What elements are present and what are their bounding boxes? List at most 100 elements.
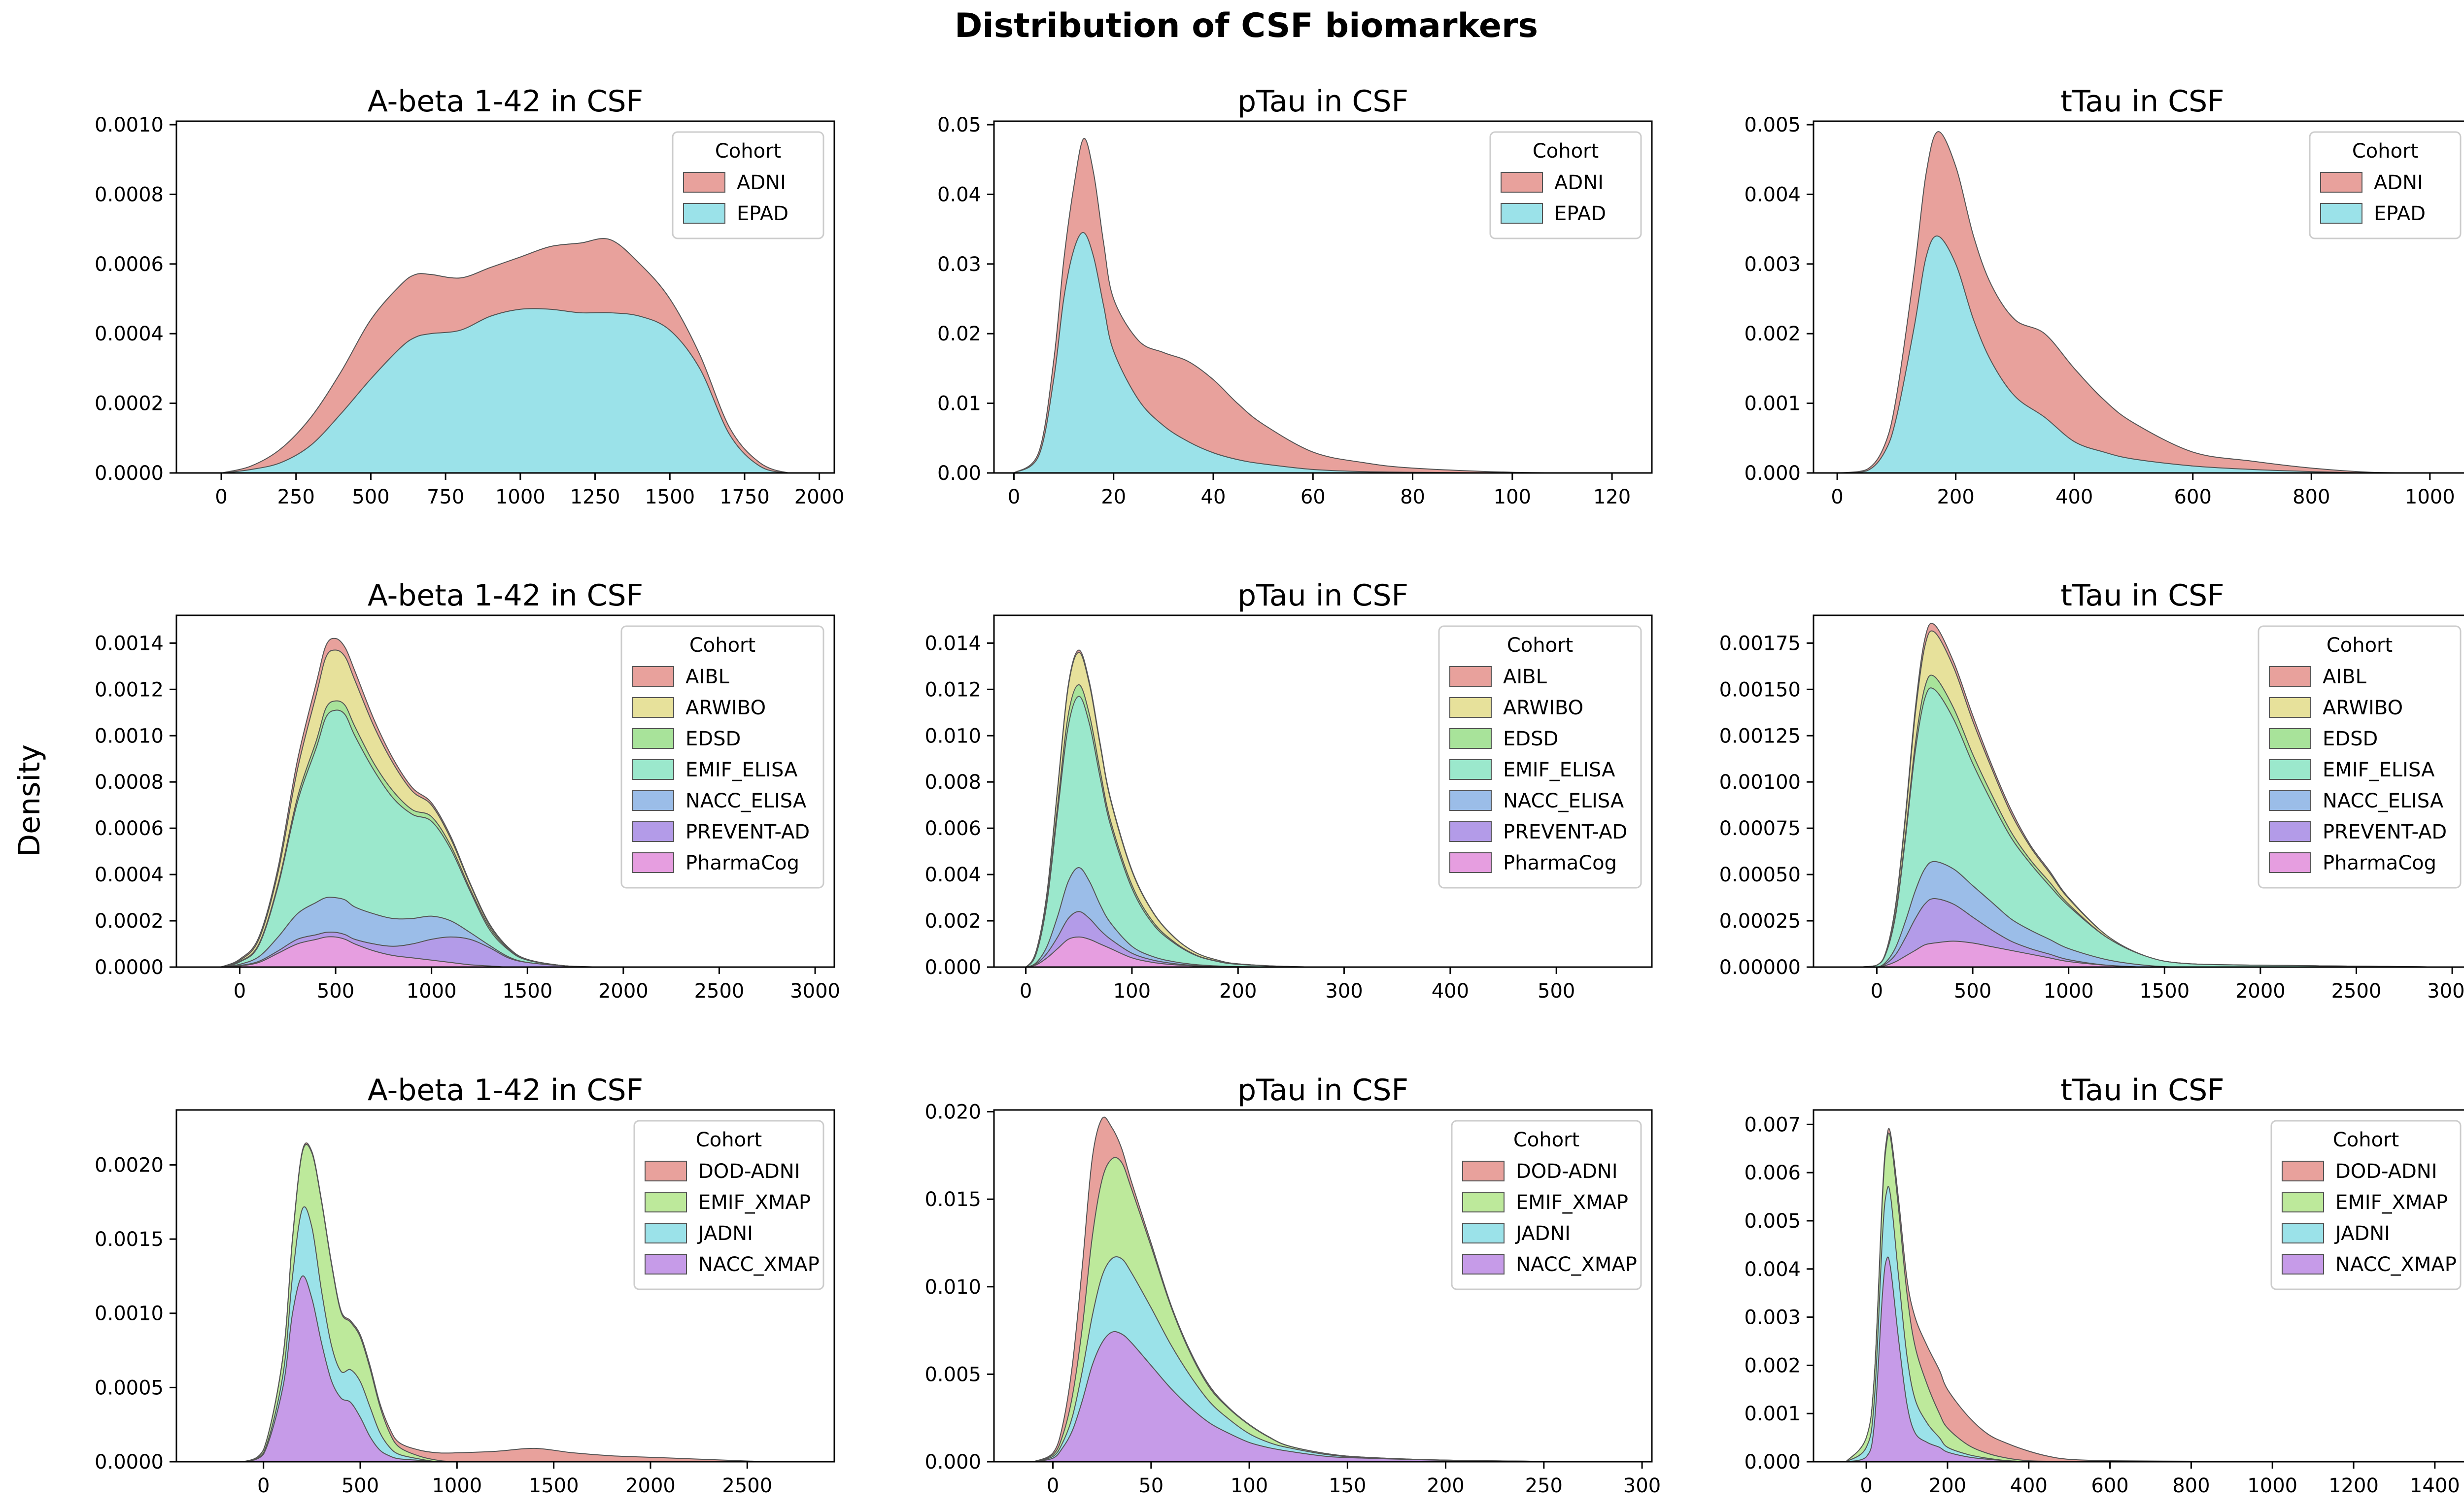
chart-panel-4: A-beta 1-42 in CSF 0 500 1000 1500 2000 2500 30… [95,578,840,1003]
x-tick-label: 1400 [2410,1475,2460,1497]
y-tick-label: 0.05 [937,114,981,136]
legend-swatch [2269,666,2311,687]
legend-item-label: EMIF_ELISA [1503,759,1615,781]
legend-item-label: JADNI [1514,1222,1571,1245]
y-tick-label: 0.015 [924,1188,981,1211]
legend: Cohort AIBL ARWIBO EDSD EMIF_ELISA NACC_ELISA… [2258,625,2462,889]
area-layers [1013,138,1612,473]
x-tick-label: 200 [1929,1475,1966,1497]
legend-item-label: PREVENT-AD [685,821,810,843]
y-tick-label: 0.012 [924,678,981,701]
area-nacc-xmap [244,1275,767,1462]
y-tick-label: 0.0004 [95,323,164,345]
legend-swatch [2269,821,2311,842]
chart-panel-3: tTau in CSF 0 200 400 600 800 1000 0.000 0.001 0.… [1744,84,2464,508]
area-epad [1013,232,1612,473]
x-tick-label: 750 [427,486,464,508]
area-layers [1837,131,2430,473]
y-tick-label: 0.0008 [95,771,164,794]
legend-swatch [632,759,674,780]
legend-swatch [1449,852,1492,873]
y-tick-label: 0.00000 [1719,956,1801,979]
legend-swatch [632,697,674,718]
legend-item-label: EPAD [737,202,788,225]
legend: Cohort ADNI EPAD [672,131,824,239]
legend-swatch [1462,1192,1505,1212]
x-tick-label: 1500 [645,486,695,508]
legend-swatch [1449,728,1492,749]
x-tick-label: 250 [1525,1475,1563,1497]
chart-panel-7: A-beta 1-42 in CSF 0 500 1000 1500 2000 2500 0.… [95,1073,835,1497]
area-pharmacog [220,936,816,967]
legend-swatch [1449,759,1492,780]
y-tick-label: 0.005 [1744,1210,1801,1233]
x-tick-label: 2000 [598,980,649,1003]
area-emif-elisa [1857,687,2453,967]
legend: Cohort DOD-ADNI EMIF_XMAP JADNI NACC_XMAP [633,1120,824,1290]
area-nacc-xmap [1033,1331,1603,1462]
legend-item-label: ARWIBO [685,697,766,719]
y-tick-label: 0.0008 [95,183,164,206]
x-tick-label: 1500 [529,1475,579,1497]
axes-frame [175,1109,835,1463]
y-tick-label: 0.0020 [95,1154,164,1176]
x-tick-label: 1200 [2328,1475,2379,1497]
legend-item-label: ARWIBO [1503,697,1583,719]
x-tick-label: 2500 [722,1475,772,1497]
y-tick-label: 0.0014 [95,632,164,655]
legend-swatch [1462,1223,1505,1243]
chart-title: A-beta 1-42 in CSF [368,1073,643,1107]
legend-item-label: PREVENT-AD [2323,821,2447,843]
legend-title: Cohort [1513,1129,1579,1151]
legend-swatch [1449,821,1492,842]
x-tick-label: 500 [342,1475,379,1497]
y-tick-label: 0.005 [1744,114,1801,136]
y-tick-label: 0.0000 [95,1451,164,1474]
y-tick-label: 0.000 [1744,462,1801,485]
x-tick-label: 500 [352,486,389,508]
chart-panel-2: pTau in CSF 0 20 40 60 80 100 120 0.00 0.01 0.02 0.… [937,84,1653,508]
legend-item-label: EPAD [2374,202,2426,225]
x-tick-label: 150 [1329,1475,1366,1497]
legend-item-label: EMIF_XMAP [2335,1191,2448,1214]
y-tick-label: 0.0012 [95,678,164,701]
legend-item-label: NACC_ELISA [2323,790,2444,812]
legend-item-label: NACC_XMAP [1516,1253,1637,1276]
axes-frame [993,120,1653,474]
y-tick-label: 0.0010 [95,1303,164,1325]
area-epad [221,308,820,473]
x-tick-label: 3000 [2427,980,2464,1003]
legend: Cohort DOD-ADNI EMIF_XMAP JADNI NACC_XMAP [1451,1120,1642,1290]
y-tick-label: 0.002 [924,910,981,933]
legend-item-label: NACC_XMAP [2335,1253,2457,1276]
y-tick-label: 0.04 [937,183,981,206]
y-tick-label: 0.020 [924,1101,981,1124]
chart-title: pTau in CSF [1237,84,1408,119]
legend-item-label: EDSD [1503,728,1558,750]
area-layers [221,238,820,473]
x-tick-label: 400 [1432,980,1469,1003]
x-tick-label: 120 [1593,486,1631,508]
legend-swatch [2269,728,2311,749]
x-tick-label: 20 [1101,486,1126,508]
legend-swatch [2320,203,2362,224]
area-layers [220,638,816,967]
x-tick-label: 2000 [2235,980,2286,1003]
legend-swatch [2269,852,2311,873]
x-tick-label: 50 [1138,1475,1164,1497]
chart-title: tTau in CSF [2060,1073,2224,1107]
x-tick-label: 800 [2293,486,2330,508]
x-tick-label: 2500 [2331,980,2382,1003]
legend-swatch [1462,1161,1505,1181]
legend-item-label: NACC_ELISA [685,790,807,812]
legend-title: Cohort [2333,1129,2399,1151]
y-tick-label: 0.0002 [95,910,164,933]
legend-swatch [2282,1161,2324,1181]
x-tick-label: 0 [1047,1475,1059,1497]
legend: Cohort ADNI EPAD [1489,131,1642,239]
legend-item-label: PharmaCog [2323,852,2436,874]
y-tick-label: 0.00125 [1719,725,1801,747]
legend-item-label: AIBL [2323,666,2367,688]
